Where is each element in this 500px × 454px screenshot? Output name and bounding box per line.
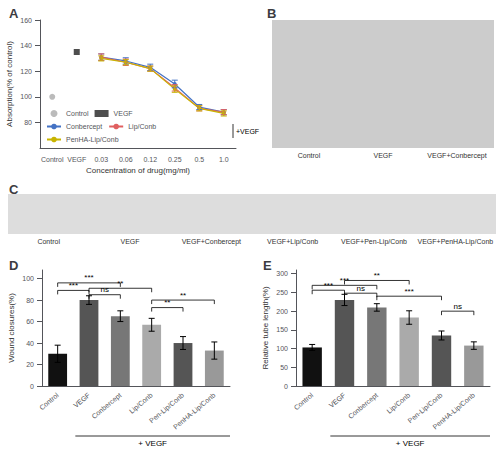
- svg-text:Control: Control: [298, 152, 321, 159]
- svg-text:Lip/Conb: Lip/Conb: [128, 391, 155, 415]
- svg-text:PenHA-Lip/Conb: PenHA-Lip/Conb: [431, 391, 476, 431]
- svg-text:100: 100: [276, 345, 288, 352]
- svg-text:Control: Control: [38, 391, 60, 411]
- svg-text:VEGF+Lip/Conb: VEGF+Lip/Conb: [267, 238, 318, 246]
- svg-text:100: 100: [22, 275, 34, 282]
- svg-text:***: ***: [69, 281, 78, 290]
- svg-text:**: **: [164, 298, 170, 307]
- svg-text:0.25: 0.25: [168, 156, 182, 163]
- svg-text:***: ***: [84, 273, 93, 282]
- svg-text:Absorption(% of control): Absorption(% of control): [5, 41, 14, 127]
- svg-text:60: 60: [26, 318, 34, 325]
- svg-text:***: ***: [404, 287, 413, 296]
- svg-text:0: 0: [30, 383, 34, 390]
- svg-text:Control: Control: [66, 110, 89, 117]
- svg-text:C: C: [9, 182, 19, 197]
- svg-text:Pen-Lip/Conb: Pen-Lip/Conb: [406, 391, 444, 425]
- svg-text:100: 100: [20, 93, 32, 100]
- svg-text:ns: ns: [356, 284, 364, 293]
- svg-text:ns: ns: [453, 302, 461, 311]
- svg-text:VEGF: VEGF: [72, 391, 91, 409]
- svg-text:VEGF+PenHA-Lip/Conb: VEGF+PenHA-Lip/Conb: [417, 238, 493, 246]
- svg-text:140: 140: [20, 42, 32, 49]
- svg-text:Conbercept: Conbercept: [347, 391, 380, 420]
- svg-text:+ VEGF: + VEGF: [138, 439, 167, 448]
- svg-text:**: **: [374, 271, 380, 280]
- svg-text:120: 120: [20, 68, 32, 75]
- svg-text:Relative tube length(%): Relative tube length(%): [261, 286, 270, 369]
- svg-text:VEGF: VEGF: [373, 152, 392, 159]
- svg-text:40: 40: [26, 340, 34, 347]
- svg-text:Conbercept: Conbercept: [66, 123, 102, 131]
- svg-text:**: **: [180, 291, 186, 300]
- svg-text:+VEGF: +VEGF: [236, 128, 259, 135]
- svg-text:Control: Control: [37, 238, 60, 245]
- svg-text:300: 300: [276, 270, 288, 277]
- svg-text:Conbercept: Conbercept: [90, 391, 123, 420]
- svg-text:0.12: 0.12: [143, 156, 157, 163]
- svg-text:Control: Control: [293, 391, 315, 411]
- svg-text:Control: Control: [41, 156, 64, 163]
- svg-text:Lip/Conb: Lip/Conb: [385, 391, 412, 415]
- svg-text:Pen-Lip/Conb: Pen-Lip/Conb: [148, 391, 186, 425]
- svg-text:VEGF: VEGF: [114, 110, 133, 117]
- svg-text:0.03: 0.03: [94, 156, 108, 163]
- svg-text:Concentration of drug(mg/ml): Concentration of drug(mg/ml): [86, 166, 190, 175]
- svg-text:VEGF+Conbercept: VEGF+Conbercept: [427, 152, 486, 160]
- svg-text:20: 20: [26, 361, 34, 368]
- svg-text:PenHA-Lip/Conb: PenHA-Lip/Conb: [172, 391, 217, 431]
- svg-text:Lip/Conb: Lip/Conb: [128, 123, 156, 131]
- svg-text:200: 200: [276, 308, 288, 315]
- svg-text:1.0: 1.0: [219, 156, 229, 163]
- svg-text:B: B: [267, 6, 276, 21]
- svg-text:PenHA-Lip/Conb: PenHA-Lip/Conb: [66, 136, 119, 144]
- svg-text:VEGF+Pen-Lip/Conb: VEGF+Pen-Lip/Conb: [341, 238, 407, 246]
- svg-text:50: 50: [280, 364, 288, 371]
- svg-text:160: 160: [20, 17, 32, 24]
- svg-text:VEGF: VEGF: [328, 391, 347, 409]
- svg-text:VEGF+Conbercept: VEGF+Conbercept: [182, 238, 241, 246]
- svg-text:VEGF: VEGF: [120, 238, 139, 245]
- svg-text:ns: ns: [100, 285, 108, 294]
- svg-text:Wound closures(%): Wound closures(%): [7, 293, 16, 363]
- svg-text:0: 0: [284, 383, 288, 390]
- svg-text:250: 250: [276, 289, 288, 296]
- svg-text:80: 80: [24, 119, 32, 126]
- svg-text:D: D: [9, 258, 18, 273]
- svg-text:A: A: [9, 6, 19, 21]
- svg-text:**: **: [117, 279, 123, 288]
- svg-text:0.06: 0.06: [119, 156, 133, 163]
- svg-text:VEGF: VEGF: [67, 156, 86, 163]
- svg-text:E: E: [263, 258, 272, 273]
- svg-text:+ VEGF: + VEGF: [396, 439, 425, 448]
- svg-text:150: 150: [276, 326, 288, 333]
- svg-text:80: 80: [26, 297, 34, 304]
- svg-text:0.5: 0.5: [194, 156, 204, 163]
